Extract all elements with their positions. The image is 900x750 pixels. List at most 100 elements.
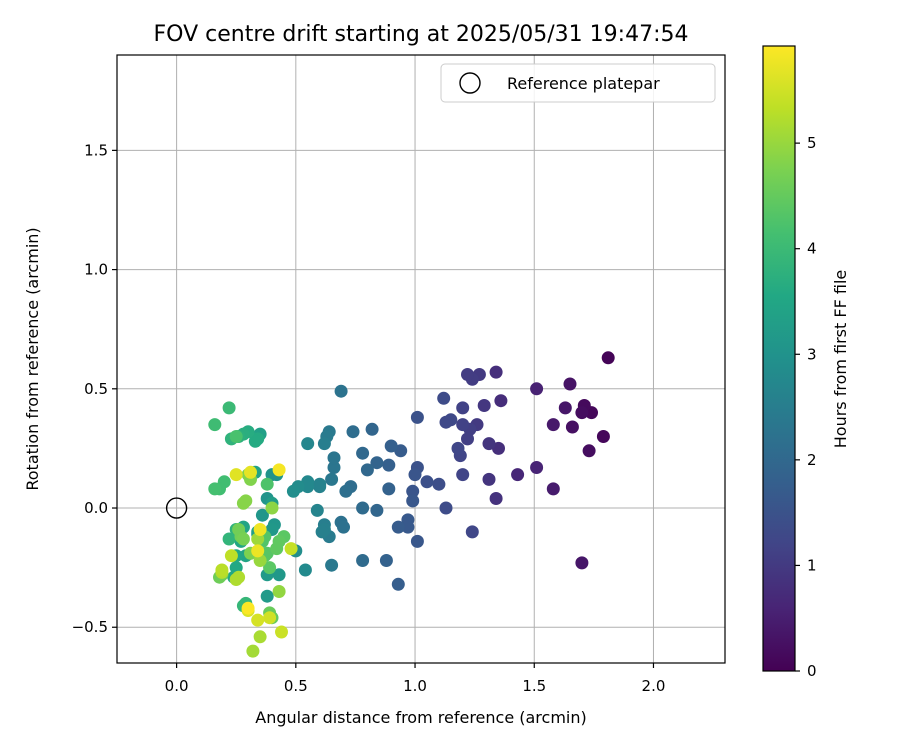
- plot-area-frame: [116, 54, 726, 664]
- x-tick-label: 1.5: [522, 677, 546, 695]
- scatter-point: [270, 542, 284, 556]
- scatter-point: [298, 563, 312, 577]
- scatter-point: [356, 446, 370, 460]
- scatter-point: [391, 577, 405, 591]
- grid-lines: [117, 55, 725, 663]
- colorbar-tick-label: 0: [807, 662, 817, 680]
- scatter-point: [315, 525, 329, 539]
- scatter-point: [401, 520, 415, 534]
- scatter-point: [215, 563, 229, 577]
- scatter-point: [255, 508, 269, 522]
- scatter-point: [327, 461, 341, 474]
- scatter-point: [379, 554, 393, 567]
- scatter-point: [265, 501, 279, 515]
- scatter-point: [410, 410, 424, 424]
- scatter-point: [301, 437, 315, 451]
- scatter-point: [456, 468, 470, 482]
- scatter-point: [356, 554, 370, 567]
- scatter-point: [406, 484, 420, 498]
- x-tick-label: 0.0: [165, 677, 189, 695]
- scatter-point: [370, 456, 384, 470]
- y-tick-label: 1.5: [84, 141, 108, 159]
- scatter-point: [365, 422, 379, 436]
- scatter-point: [241, 601, 255, 615]
- scatter-point: [596, 430, 610, 443]
- colorbar-tick-label: 3: [807, 345, 817, 363]
- scatter-point: [244, 465, 257, 479]
- colorbar: 0 1 2 3 4 5 Hours from first FF file: [762, 45, 850, 680]
- scatter-point: [601, 351, 615, 365]
- colorbar-ticks: 0 1 2 3 4 5: [795, 134, 817, 680]
- colorbar-tick-label: 1: [807, 556, 817, 574]
- scatter-point: [565, 420, 579, 434]
- scatter-point: [334, 384, 348, 398]
- scatter-point: [272, 568, 286, 582]
- y-tick-label: 0.0: [84, 499, 108, 517]
- scatter-point: [439, 501, 453, 515]
- x-tick-label: 2.0: [642, 677, 666, 695]
- scatter-point: [339, 484, 353, 498]
- scatter-point: [208, 482, 222, 496]
- scatter-point: [229, 573, 243, 586]
- x-axis-label: Angular distance from reference (arcmin): [255, 708, 586, 727]
- scatter-point: [477, 399, 491, 412]
- legend-marker: [459, 72, 481, 94]
- scatter-point: [251, 613, 265, 627]
- scatter-point: [482, 437, 496, 451]
- scatter-point: [382, 482, 396, 496]
- scatter-point: [384, 439, 398, 453]
- scatter-point: [222, 532, 236, 546]
- scatter-point: [582, 444, 596, 458]
- scatter-point: [272, 463, 286, 477]
- x-tick-label: 1.0: [403, 677, 427, 695]
- scatter-point: [286, 484, 300, 498]
- scatter-point: [272, 585, 286, 598]
- scatter-point: [360, 463, 374, 477]
- scatter-point: [439, 415, 453, 429]
- scatter-point: [356, 501, 370, 515]
- scatter-point: [236, 532, 250, 546]
- scatter-point: [260, 477, 274, 491]
- scatter-point: [489, 365, 503, 379]
- y-tick-label: 1.0: [84, 261, 108, 279]
- colorbar-tick-label: 2: [807, 451, 817, 469]
- scatter-point: [208, 418, 222, 432]
- scatter-point: [284, 542, 298, 556]
- legend-entry-reference-platepar: Reference platepar: [507, 74, 660, 93]
- scatter-point: [410, 534, 424, 548]
- scatter-point: [327, 451, 341, 465]
- legend: Reference platepar: [440, 63, 716, 103]
- chart-title: FOV centre drift starting at 2025/05/31 …: [154, 22, 689, 47]
- scatter-point: [432, 477, 446, 491]
- legend-box: [440, 63, 716, 103]
- scatter-point: [546, 418, 560, 432]
- scatter-point: [461, 432, 474, 446]
- reference-platepar-marker: [165, 497, 188, 519]
- scatter-point: [229, 430, 243, 443]
- scatter-point: [575, 406, 589, 420]
- scatter-point: [563, 377, 577, 391]
- colorbar-gradient: [762, 45, 796, 672]
- x-tick-label: 0.5: [284, 677, 308, 695]
- scatter-point: [263, 611, 277, 625]
- scatter-point: [382, 458, 396, 472]
- y-tick-label: −0.5: [72, 618, 108, 636]
- scatter-point: [511, 468, 525, 482]
- scatter-point: [313, 477, 327, 491]
- scatter-point: [229, 468, 243, 482]
- scatter-point: [317, 437, 331, 451]
- scatter-point: [406, 494, 420, 508]
- scatter-point: [222, 401, 236, 415]
- scatter-point: [246, 644, 260, 658]
- scatter-point: [224, 549, 238, 563]
- y-axis-label: Rotation from reference (arcmin): [23, 227, 42, 490]
- scatter-point: [456, 401, 470, 415]
- scatter-point: [253, 523, 267, 536]
- scatter-point: [325, 558, 339, 572]
- scatter-point: [346, 425, 360, 439]
- scatter-point: [420, 475, 434, 489]
- colorbar-tick-label: 5: [807, 134, 817, 152]
- scatter-point: [558, 401, 572, 415]
- scatter-point: [239, 494, 253, 508]
- scatter-point: [465, 525, 479, 539]
